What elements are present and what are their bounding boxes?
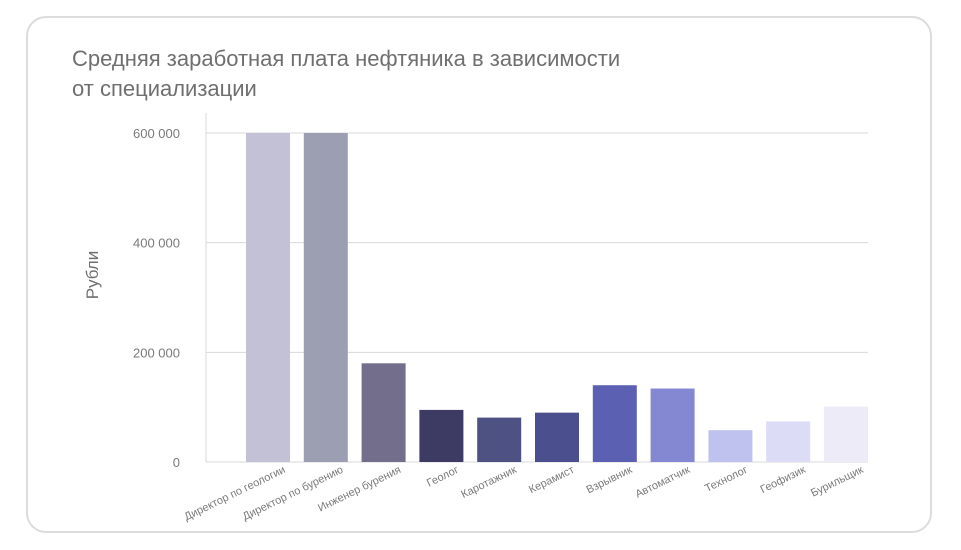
bar	[303, 133, 348, 462]
x-tick-label: Директор по бурению	[241, 464, 345, 523]
x-tick-label: Технолог	[703, 464, 750, 495]
y-tick-labels: 0 200 000 400 000 600 000	[133, 126, 180, 470]
y-tick-label: 600 000	[133, 126, 180, 141]
x-tick-label: Геолог	[425, 464, 461, 490]
x-tick-label: Автоматчик	[633, 464, 692, 501]
bar	[477, 417, 522, 462]
bars	[246, 133, 868, 462]
x-tick-label: Каротажник	[459, 464, 518, 501]
x-tick-label: Керамист	[527, 464, 576, 496]
bar	[824, 406, 868, 462]
y-tick-label: 200 000	[133, 345, 180, 360]
x-tick-label: Бурильщик	[809, 464, 865, 500]
bar	[650, 388, 695, 462]
bar	[708, 430, 753, 462]
bar	[419, 409, 464, 462]
x-tick-label: Взрывник	[585, 464, 635, 496]
chart-title-line-1: Средняя заработная плата нефтяника в зав…	[72, 46, 621, 71]
bar	[766, 421, 811, 462]
x-tick-label: Геофизик	[759, 464, 808, 496]
bar	[592, 385, 637, 462]
y-tick-label: 400 000	[133, 236, 180, 251]
chart-title: Средняя заработная плата нефтяника в зав…	[72, 44, 772, 104]
y-tick-label: 0	[173, 455, 180, 470]
bar	[361, 363, 406, 462]
bar	[246, 133, 290, 462]
chart-title-line-2: от специализации	[72, 76, 257, 101]
bar	[535, 412, 579, 462]
y-axis-label: Рубли	[83, 251, 102, 299]
x-tick-label: Директор по геологии	[182, 464, 287, 523]
